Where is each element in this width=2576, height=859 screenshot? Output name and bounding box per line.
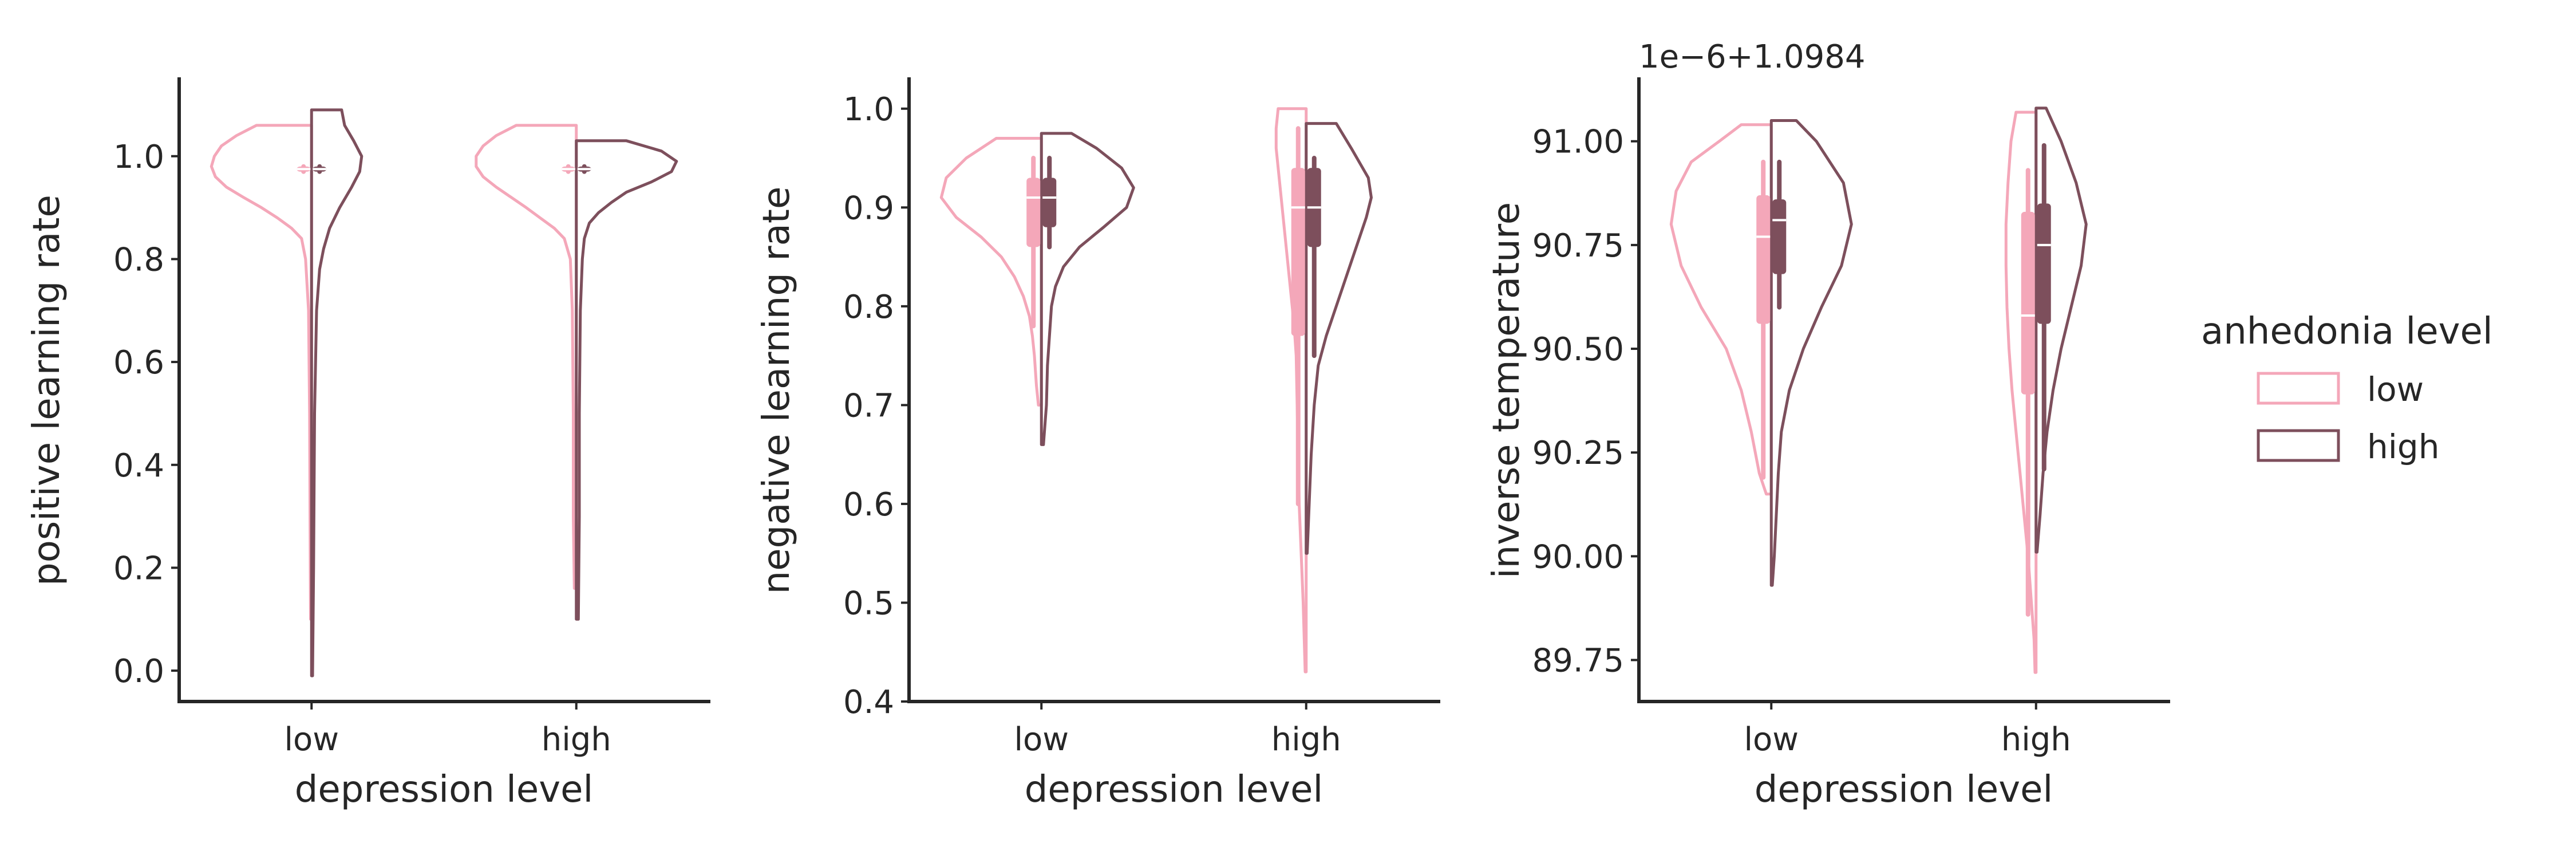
subplot-3: 89.75 90.00 90.25 90.50 90.75 91.00 low high dep…	[1485, 38, 2170, 811]
y-tick-label: 0.4	[113, 447, 164, 484]
y-axis-offset-label: 1e−6+1.0984	[1639, 38, 1866, 76]
iqr-box-low-anhedonia-high-depression	[2021, 211, 2035, 395]
subplot-panels: 0.0 0.2 0.4 0.6 0.8 1.0 low high depression leve…	[26, 38, 2170, 811]
y-tick-label: 1.0	[113, 139, 164, 176]
legend-label-low: low	[2367, 370, 2424, 409]
legend-item-low: low	[2257, 370, 2424, 409]
violin-low-anhedonia-high-depression	[475, 124, 578, 590]
y-tick-label: 0.2	[113, 550, 164, 587]
y-tick-label: 0.0	[113, 653, 164, 690]
x-tick-label: low	[1744, 721, 1799, 758]
y-axis-title: positive learning rate	[26, 195, 68, 586]
y-tick-label: 89.75	[1532, 643, 1624, 680]
y-axis-title: negative learning rate	[756, 187, 798, 594]
violin-high-anhedonia-low-depression	[1040, 132, 1135, 446]
y-tick-label: 0.8	[113, 241, 164, 278]
y-tick-label: 90.25	[1532, 435, 1624, 472]
legend-title: anhedonia level	[2201, 310, 2493, 353]
x-tick-label: low	[284, 721, 339, 758]
iqr-box-high-anhedonia-low-depression	[1772, 199, 1787, 274]
iqr-box-high-anhedonia-low-depression	[1042, 178, 1057, 227]
legend: anhedonia level low high	[2201, 310, 2493, 466]
y-tick-label: 0.5	[843, 585, 894, 622]
iqr-box-high-anhedonia-high-depression	[2037, 203, 2051, 324]
subplot-1: 0.0 0.2 0.4 0.6 0.8 1.0 low high depression leve…	[26, 77, 710, 811]
violin-low-anhedonia-low-depression	[210, 124, 313, 621]
iqr-box-low-anhedonia-low-depression	[1026, 178, 1041, 247]
violin-low-anhedonia-low-depression	[939, 137, 1043, 407]
x-tick-label: low	[1014, 721, 1069, 758]
violin-low-anhedonia-low-depression	[1669, 123, 1773, 496]
y-tick-label: 0.7	[843, 387, 894, 424]
y-tick-label: 0.6	[113, 344, 164, 381]
x-tick-label: high	[2001, 721, 2071, 758]
legend-label-high: high	[2367, 427, 2439, 466]
legend-item-high: high	[2257, 427, 2439, 466]
y-axis-title: inverse temperature	[1485, 202, 1528, 578]
y-tick-label: 90.00	[1532, 538, 1624, 576]
x-tick-label: high	[542, 721, 611, 758]
iqr-box-low-anhedonia-low-depression	[1756, 195, 1771, 324]
iqr-box-low-anhedonia-high-depression	[1291, 168, 1305, 336]
y-tick-label: 0.6	[843, 486, 894, 523]
violin-low-anhedonia-high-depression	[2004, 111, 2038, 674]
x-axis-title: depression level	[1025, 769, 1323, 811]
subplot-2: 0.4 0.5 0.6 0.7 0.8 0.9 1.0 low high depression l…	[756, 77, 1440, 811]
x-axis-title: depression level	[295, 769, 594, 811]
y-tick-label: 1.0	[843, 91, 894, 128]
violin-high-anhedonia-high-depression	[2034, 107, 2088, 554]
x-tick-label: high	[1271, 721, 1341, 758]
legend-swatch-high	[2257, 429, 2340, 462]
y-tick-label: 90.75	[1532, 227, 1624, 265]
violin-low-anhedonia-high-depression	[1274, 107, 1308, 673]
y-tick-label: 90.50	[1532, 331, 1624, 368]
y-tick-label: 0.8	[843, 289, 894, 326]
y-tick-label: 0.4	[843, 684, 894, 721]
violin-high-anhedonia-high-depression	[575, 139, 678, 621]
violin-high-anhedonia-low-depression	[1769, 119, 1853, 587]
y-tick-label: 0.9	[843, 190, 894, 227]
violin-high-anhedonia-high-depression	[1305, 122, 1373, 555]
violin-high-anhedonia-low-depression	[310, 108, 364, 677]
y-tick-label: 91.00	[1532, 124, 1624, 161]
x-axis-title: depression level	[1755, 769, 2053, 811]
legend-swatch-low	[2257, 372, 2340, 405]
